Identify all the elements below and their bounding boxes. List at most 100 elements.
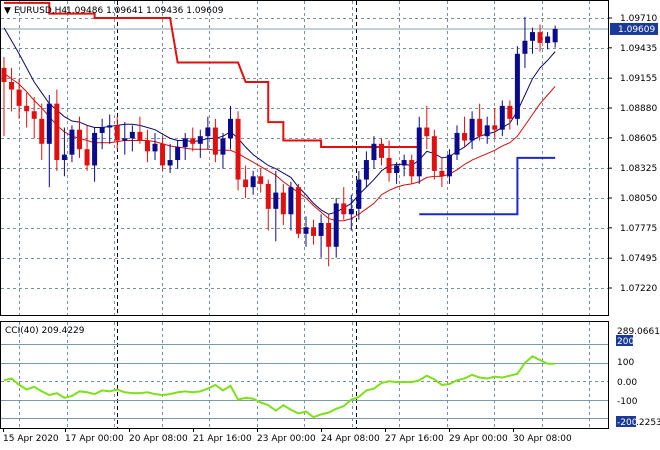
candle-body bbox=[446, 154, 452, 177]
candle-body bbox=[31, 111, 37, 119]
candle-body bbox=[182, 138, 188, 148]
price-label: 1.09435 bbox=[620, 44, 657, 54]
time-label: 21 Apr 16:00 bbox=[193, 434, 252, 444]
candle-body bbox=[326, 222, 332, 247]
candle-body bbox=[462, 132, 468, 141]
candle-body bbox=[99, 127, 105, 133]
candle-body bbox=[220, 138, 226, 155]
candle-body bbox=[522, 40, 528, 54]
candle-body bbox=[288, 187, 294, 215]
cci-level-0-label: 0.00 bbox=[617, 378, 637, 388]
candles bbox=[1, 16, 558, 267]
candle-body bbox=[537, 32, 543, 43]
price-label: 1.09710 bbox=[620, 14, 657, 24]
time-label: 24 Apr 08:00 bbox=[321, 434, 380, 444]
price-axis: 1.09710 1.09435 1.09155 1.08880 1.08605 1.083… bbox=[608, 14, 657, 294]
price-label: 1.08325 bbox=[620, 164, 657, 174]
candle-body bbox=[243, 179, 249, 188]
candle-body bbox=[424, 127, 430, 137]
candle-body bbox=[9, 81, 15, 90]
candle-body bbox=[39, 118, 45, 144]
price-label: 1.07495 bbox=[620, 254, 657, 264]
candle-body bbox=[129, 131, 135, 139]
price-label: 1.08880 bbox=[620, 104, 657, 114]
candle-body bbox=[484, 125, 490, 137]
indicator-pane[interactable] bbox=[0, 321, 609, 429]
candle-body bbox=[311, 227, 317, 236]
candle-body bbox=[144, 140, 150, 152]
candle-body bbox=[160, 143, 166, 166]
candle-body bbox=[235, 118, 241, 180]
indicator-title: CCI(40) 209.4229 bbox=[5, 326, 85, 336]
cci-level-minus100-label: -100 bbox=[617, 397, 638, 407]
candle-body bbox=[16, 89, 22, 106]
candle-body bbox=[363, 160, 369, 180]
candle-body bbox=[137, 131, 143, 141]
candle-body bbox=[265, 183, 271, 209]
candle-body bbox=[280, 192, 286, 215]
candle-body bbox=[341, 203, 347, 215]
resistance-step-line bbox=[4, 1, 420, 149]
candle-body bbox=[545, 36, 551, 43]
candle-body bbox=[318, 222, 324, 236]
candle-body bbox=[258, 176, 264, 184]
svg-text:-200: -200 bbox=[617, 418, 638, 428]
candle-body bbox=[295, 187, 301, 234]
candle-body bbox=[530, 32, 535, 41]
candle-body bbox=[84, 149, 90, 166]
svg-text:.2253: .2253 bbox=[636, 418, 660, 428]
time-label: 17 Apr 00:00 bbox=[65, 434, 124, 444]
candle-body bbox=[212, 127, 218, 155]
cci-series bbox=[3, 355, 556, 419]
candle-body bbox=[333, 203, 339, 247]
price-label: 1.09155 bbox=[620, 74, 657, 84]
time-label: 20 Apr 08:00 bbox=[129, 434, 188, 444]
time-label: 27 Apr 16:00 bbox=[385, 434, 444, 444]
svg-text:1.09609: 1.09609 bbox=[618, 25, 655, 35]
candle-body bbox=[371, 143, 377, 161]
candle-body bbox=[379, 143, 384, 158]
candle-body bbox=[356, 179, 362, 209]
chart-symbol: EURUSD,H4 bbox=[14, 6, 67, 16]
support-step-line bbox=[419, 156, 556, 216]
candle-body bbox=[273, 192, 279, 209]
candle-body bbox=[107, 125, 113, 128]
candle-body bbox=[228, 118, 233, 139]
candle-body bbox=[303, 227, 309, 234]
candle-body bbox=[514, 53, 520, 119]
candle-body bbox=[1, 67, 7, 82]
candle-body bbox=[386, 157, 392, 174]
svg-text:200: 200 bbox=[617, 337, 634, 347]
candle-body bbox=[61, 154, 67, 161]
candle-body bbox=[24, 105, 30, 112]
candle-body bbox=[152, 143, 158, 152]
candle-body bbox=[552, 28, 558, 43]
cci-level-200-label: 200 bbox=[616, 335, 634, 347]
symbol-menu-icon[interactable]: ▼ bbox=[4, 6, 11, 16]
candle-body bbox=[122, 138, 128, 141]
candle-body bbox=[114, 125, 120, 141]
price-label: 1.07775 bbox=[620, 224, 657, 234]
cci-line bbox=[3, 355, 556, 419]
price-label: 1.08605 bbox=[620, 134, 657, 144]
time-label: 30 Apr 08:00 bbox=[513, 434, 572, 444]
current-price-badge: 1.09609 bbox=[610, 22, 658, 35]
candle-body bbox=[54, 103, 60, 161]
candle-body bbox=[454, 132, 460, 155]
candle-body bbox=[250, 176, 256, 188]
candle-body bbox=[492, 125, 498, 130]
candle-body bbox=[431, 136, 437, 171]
candle-body bbox=[197, 136, 203, 144]
candle-body bbox=[409, 160, 415, 177]
time-label: 23 Apr 00:00 bbox=[257, 434, 316, 444]
stop-levels bbox=[4, 1, 556, 216]
candle-body bbox=[439, 170, 445, 177]
candle-body bbox=[167, 160, 173, 166]
price-label: 1.08050 bbox=[620, 194, 657, 204]
candle-body bbox=[416, 127, 422, 177]
ohlc-readout: 1.09486 1.09641 1.09436 1.09609 bbox=[66, 6, 224, 16]
cci-level-100-label: 100 bbox=[617, 358, 634, 368]
cci-max-label: 289.0661 bbox=[617, 327, 660, 337]
cci-min-label: -200 .2253 bbox=[616, 416, 660, 428]
